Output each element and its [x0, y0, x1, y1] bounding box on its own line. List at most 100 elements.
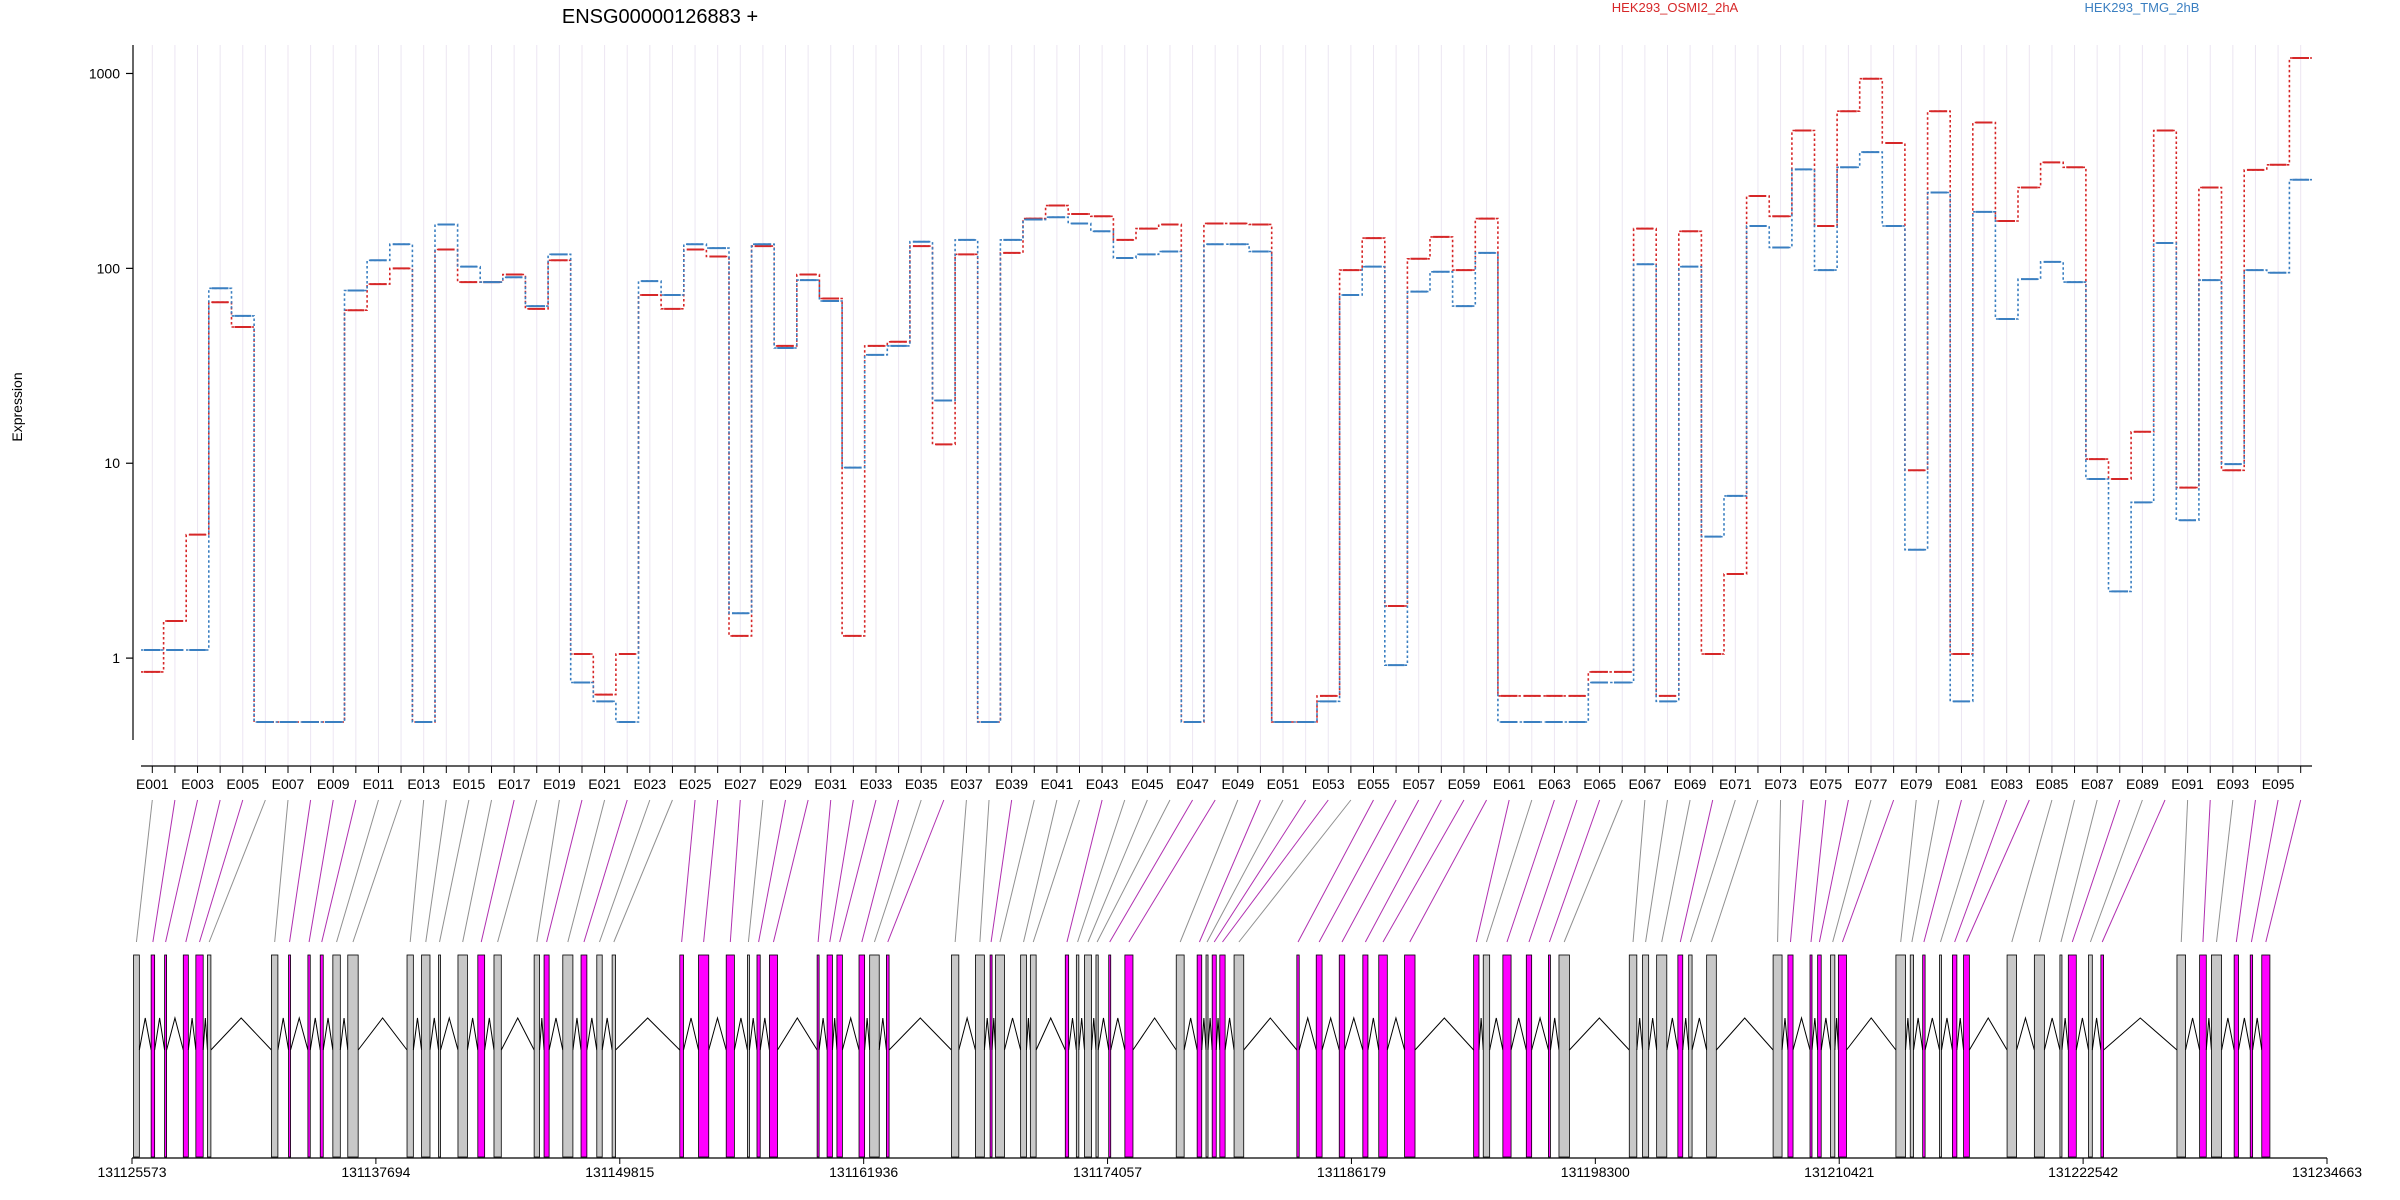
connector-e061: [1475, 799, 1510, 943]
exon-e037: [951, 954, 960, 1158]
x-tick-label-e071: E071: [1719, 776, 1752, 792]
x-tick-label-e067: E067: [1629, 776, 1662, 792]
connector-e004: [185, 799, 221, 943]
x-tick-label-e041: E041: [1041, 776, 1074, 792]
intron-91: [2185, 1017, 2201, 1051]
connector-e070: [1679, 799, 1714, 943]
x-tick-label-e005: E005: [226, 776, 259, 792]
exon-e024: [611, 954, 616, 1158]
connector-e053: [1222, 799, 1329, 943]
intron-1: [138, 1017, 152, 1051]
exon-e091: [2176, 954, 2186, 1158]
connector-e096: [2265, 799, 2302, 943]
connector-e035: [873, 799, 922, 943]
connector-e089: [2089, 799, 2143, 943]
connector-e010: [321, 799, 357, 943]
x-tick-label-e087: E087: [2081, 776, 2114, 792]
exon-e009: [307, 954, 311, 1158]
exon-e064: [1525, 954, 1533, 1158]
intron-16: [466, 1017, 479, 1051]
genomic-tick-label-131161936: 131161936: [829, 1164, 898, 1180]
exon-e033: [836, 954, 843, 1158]
x-tick-label-e015: E015: [453, 776, 486, 792]
intron-11: [339, 1017, 349, 1051]
gene-model: [133, 954, 2271, 1158]
intron-37: [958, 1016, 976, 1051]
exon-e061: [1473, 954, 1480, 1158]
intron-66: [1569, 1017, 1630, 1051]
y-tick-label-100: 100: [97, 260, 121, 276]
connector-e014: [425, 799, 447, 943]
connector-e021: [567, 799, 606, 943]
intron-55: [1298, 1016, 1317, 1051]
genomic-tick-label-131137694: 131137694: [341, 1164, 410, 1180]
exon-e062: [1482, 954, 1491, 1158]
intron-53: [1224, 1017, 1235, 1051]
exon-e088: [2067, 954, 2077, 1158]
connector-e012: [352, 799, 402, 943]
connector-e048: [1128, 799, 1216, 943]
intron-58: [1367, 1017, 1380, 1051]
intron-51: [1207, 1017, 1213, 1051]
connector-e041: [1023, 799, 1058, 943]
intron-28: [748, 1017, 758, 1051]
exon-e079: [1895, 954, 1906, 1158]
intron-20: [548, 1017, 564, 1051]
exon-e028: [747, 954, 750, 1158]
x-tick-label-e061: E061: [1493, 776, 1526, 792]
exon-e004: [182, 954, 189, 1158]
exon-e030: [769, 954, 778, 1158]
connector-e007: [274, 799, 289, 943]
exon-e065: [1548, 954, 1551, 1158]
x-tick-label-e027: E027: [724, 776, 757, 792]
connector-e018: [497, 799, 538, 943]
connector-e075: [1810, 799, 1827, 943]
intron-72: [1715, 1017, 1774, 1051]
intron-68: [1648, 1017, 1658, 1051]
exon-e063: [1502, 954, 1512, 1158]
exon-e021: [562, 954, 574, 1158]
connector-e045: [1087, 799, 1148, 943]
x-tick-label-e011: E011: [363, 776, 395, 792]
exon-e007: [271, 954, 279, 1158]
exon-e006: [207, 954, 212, 1158]
connector-e083: [1954, 799, 2008, 943]
legend-label-tmg: HEK293_TMG_2hB: [2085, 0, 2200, 15]
connector-e044: [1077, 799, 1126, 943]
exon-e068: [1642, 954, 1650, 1158]
exon-e018: [493, 954, 502, 1158]
intron-15: [440, 1016, 459, 1051]
y-axis-ticks: 1 10 100 1000: [89, 65, 133, 666]
exon-e093: [2211, 954, 2223, 1158]
genomic-tick-label-131210421: 131210421: [1804, 1164, 1874, 1180]
connector-e023: [599, 799, 651, 943]
intron-2: [154, 1017, 166, 1051]
connector-e020: [546, 799, 583, 943]
connector-e038: [979, 799, 990, 943]
connector-e054: [1238, 799, 1352, 943]
genomic-axis-ticks: 131125573 131137694 131149815 131161936 1311…: [97, 1158, 2362, 1180]
connector-e093: [2216, 799, 2234, 943]
connector-e047: [1109, 799, 1194, 943]
x-tick-label-e069: E069: [1674, 776, 1707, 792]
exon-e067: [1628, 954, 1638, 1158]
exon-e011: [332, 954, 341, 1158]
connector-e095: [2250, 799, 2279, 943]
connector-e011: [336, 799, 379, 943]
exon-e027: [725, 954, 735, 1158]
connector-e026: [703, 799, 719, 943]
intron-84: [1968, 1017, 2008, 1051]
connector-e092: [2202, 799, 2211, 943]
intron-31: [818, 1017, 828, 1051]
exon-e031: [816, 954, 820, 1158]
exon-e060: [1404, 954, 1416, 1158]
connector-e046: [1096, 799, 1171, 943]
exon-e072: [1706, 954, 1717, 1158]
intron-27: [733, 1017, 748, 1051]
exon-e057: [1338, 954, 1346, 1158]
x-tick-label-e045: E045: [1131, 776, 1164, 792]
exon-e002: [150, 954, 156, 1158]
intron-67: [1636, 1017, 1644, 1051]
intron-57: [1344, 1016, 1364, 1051]
